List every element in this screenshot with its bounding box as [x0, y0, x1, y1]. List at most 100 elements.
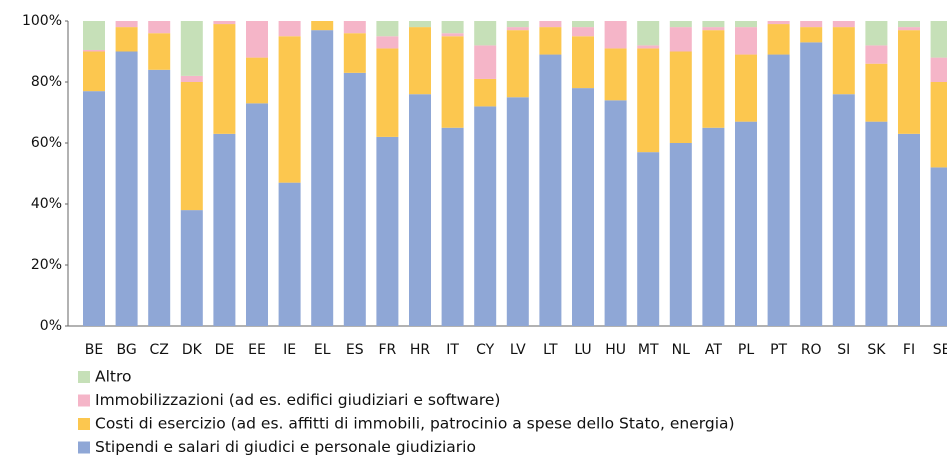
- bar-segment: [441, 33, 464, 37]
- bar-segment: [180, 75, 203, 82]
- x-tick-label: BG: [116, 342, 136, 358]
- bar-segment: [148, 33, 171, 70]
- bar-segment: [376, 36, 399, 49]
- bar-segment: [702, 27, 725, 31]
- bar-segment: [735, 121, 757, 327]
- bar-segment: [800, 42, 823, 326]
- bar-segment: [800, 27, 823, 43]
- bar-segment: [246, 21, 268, 58]
- x-tick-label: LV: [510, 342, 526, 358]
- bar-segment: [669, 21, 692, 28]
- bar-segment: [376, 136, 399, 326]
- bar-segment: [930, 21, 947, 58]
- bar-segment: [767, 54, 790, 327]
- x-tick-label: IE: [283, 342, 296, 358]
- bar-segment: [278, 21, 301, 37]
- bar-segment: [930, 167, 947, 326]
- bar-segment: [83, 21, 105, 50]
- bar-segment: [278, 182, 301, 326]
- bar-segment: [702, 127, 725, 326]
- y-tick-label: 20%: [31, 257, 62, 273]
- x-tick-label: PT: [770, 342, 787, 358]
- bar-segment: [343, 21, 366, 34]
- bar-segment: [246, 103, 268, 326]
- bar-segment: [83, 51, 105, 92]
- bar-segment: [180, 210, 203, 326]
- bar-segment: [376, 48, 399, 137]
- bar-segment: [180, 21, 203, 76]
- bar-segment: [506, 27, 529, 31]
- bar-segment: [343, 72, 366, 326]
- legend-label: Stipendi e salari di giudici e personale…: [95, 438, 476, 456]
- bar-segment: [506, 30, 529, 98]
- bar-segment: [832, 21, 855, 28]
- x-tick-label: PL: [738, 342, 754, 358]
- bar-segment: [702, 30, 725, 128]
- bar-segment: [311, 21, 334, 31]
- bar-segment: [376, 21, 399, 37]
- x-tick-label: LT: [543, 342, 558, 358]
- bar-segment: [180, 82, 203, 211]
- bar-segment: [83, 91, 105, 327]
- x-tick-label: ES: [346, 342, 364, 358]
- bar-segment: [539, 27, 562, 55]
- x-tick-label: HU: [605, 342, 626, 358]
- bar-segment: [474, 78, 497, 107]
- x-tick-label: DE: [215, 342, 235, 358]
- bar-segment: [278, 36, 301, 183]
- bar-segment: [604, 21, 627, 49]
- bar-segment: [409, 27, 431, 95]
- x-tick-label: SI: [837, 342, 850, 358]
- bar-segment: [702, 21, 725, 28]
- bar-segment: [865, 21, 888, 46]
- x-tick-label: FI: [903, 342, 915, 358]
- bar-segment: [506, 97, 529, 326]
- bar-segment: [148, 21, 171, 34]
- bar-segment: [669, 27, 692, 52]
- legend-swatch: [78, 441, 90, 454]
- bar-segment: [539, 21, 562, 28]
- bar-segment: [83, 49, 105, 52]
- bar-segment: [898, 27, 920, 31]
- x-tick-label: SK: [867, 342, 886, 358]
- y-tick-label: 0%: [40, 318, 62, 334]
- bar-segment: [767, 24, 790, 55]
- bar-segment: [637, 21, 660, 46]
- bar-segment: [115, 27, 138, 52]
- bar-segment: [474, 21, 497, 46]
- bar-segment: [735, 27, 757, 55]
- bar-segment: [604, 100, 627, 326]
- x-tick-label: CY: [476, 342, 495, 358]
- y-tick-label: 100%: [22, 13, 62, 29]
- bar-segment: [409, 94, 431, 326]
- legend-swatch: [78, 371, 90, 383]
- x-tick-label: DK: [182, 342, 203, 358]
- bar-segment: [441, 21, 464, 34]
- bar-segment: [572, 36, 594, 89]
- bar-segment: [572, 21, 594, 28]
- bar-segment: [213, 24, 236, 134]
- bar-segment: [930, 57, 947, 82]
- x-tick-label: FR: [379, 342, 397, 358]
- bar-segment: [865, 63, 888, 122]
- x-tick-label: IT: [446, 342, 459, 358]
- legend-swatch: [78, 394, 90, 407]
- x-tick-label: NL: [672, 342, 690, 358]
- bar-segment: [474, 45, 497, 79]
- legend-swatch: [78, 418, 90, 430]
- bar-segment: [506, 21, 529, 28]
- bar-segment: [637, 48, 660, 153]
- bar-segment: [115, 21, 138, 28]
- bar-segment: [539, 54, 562, 327]
- bar-segment: [441, 36, 464, 128]
- x-tick-label: BE: [85, 342, 103, 358]
- x-tick-label: LU: [574, 342, 591, 358]
- bar-segment: [637, 45, 660, 49]
- bar-segment: [865, 121, 888, 327]
- bar-segment: [115, 51, 138, 326]
- y-tick-label: 80%: [31, 74, 62, 90]
- x-tick-label: MT: [638, 342, 659, 358]
- x-tick-label: CZ: [150, 342, 169, 358]
- bar-segment: [669, 51, 692, 143]
